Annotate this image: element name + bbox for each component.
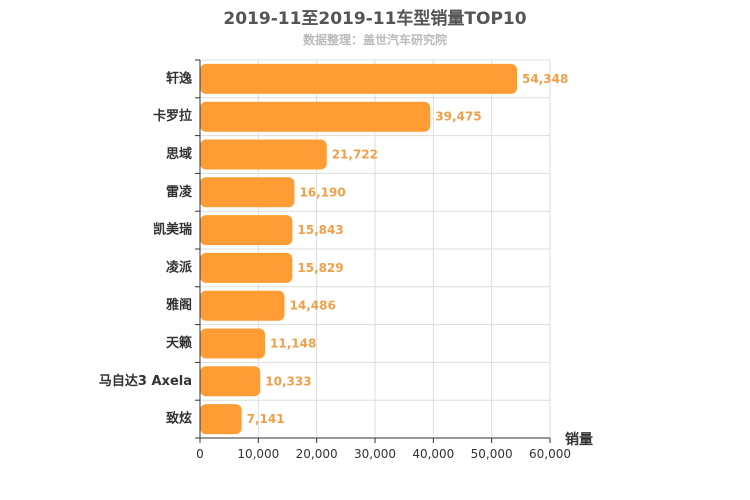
x-tick-label: 30,000 (354, 447, 396, 461)
data-label: 21,722 (332, 148, 378, 162)
bar (200, 215, 293, 246)
data-label: 39,475 (435, 110, 481, 124)
bar (200, 252, 293, 283)
x-tick-label: 60,000 (529, 447, 571, 461)
x-tick-label: 0 (196, 447, 204, 461)
bar (200, 101, 431, 132)
x-tick-label: 20,000 (296, 447, 338, 461)
category-label: 卡罗拉 (153, 108, 192, 124)
bar (200, 290, 285, 321)
x-axis-name: 销量 (565, 431, 593, 448)
chart-title: 2019-11至2019-11车型销量TOP10 (223, 9, 527, 29)
category-label: 致炫 (166, 411, 192, 427)
data-label: 10,333 (265, 374, 311, 388)
bar (200, 404, 242, 435)
bar (200, 366, 261, 397)
bars (200, 63, 518, 435)
category-label: 思域 (166, 146, 192, 162)
category-label: 凌派 (166, 259, 193, 275)
data-label: 54,348 (522, 72, 568, 86)
chart-subtitle: 数据整理：盖世汽车研究院 (302, 33, 447, 47)
bar (200, 177, 295, 208)
category-label: 马自达3 Axela (99, 373, 192, 389)
bar (200, 139, 327, 170)
grid-lines (200, 59, 551, 438)
category-label: 雅阁 (166, 297, 192, 313)
category-label: 天籁 (166, 335, 192, 351)
data-label: 7,141 (247, 412, 285, 426)
data-label: 15,843 (297, 223, 343, 237)
bar (200, 328, 266, 359)
data-label: 15,829 (297, 261, 343, 275)
x-tick-label: 40,000 (412, 447, 454, 461)
x-tick-label: 10,000 (237, 447, 279, 461)
category-label: 凯美瑞 (153, 222, 192, 238)
category-label: 雷凌 (166, 184, 193, 200)
data-label: 16,190 (299, 185, 345, 199)
bar (200, 63, 518, 94)
labels: 轩逸 54,348 卡罗拉 39,475 思域 21,722 雷凌 16,190 凯美瑞 15,8… (99, 70, 593, 461)
axes (195, 59, 551, 443)
data-label: 14,486 (290, 299, 336, 313)
x-tick-label: 50,000 (471, 447, 513, 461)
data-label: 11,148 (270, 337, 316, 351)
category-label: 轩逸 (166, 70, 192, 86)
